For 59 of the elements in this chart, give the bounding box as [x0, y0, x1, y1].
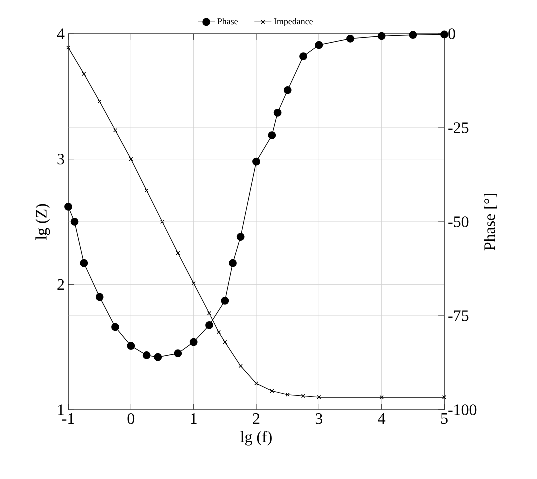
point: [221, 297, 230, 305]
y-tick-label: 4: [57, 28, 65, 40]
point: [268, 132, 276, 140]
y-axis-title: lg (Z): [36, 204, 50, 240]
y-tick-label: 2: [58, 279, 64, 290]
point: [317, 395, 322, 400]
point: [190, 338, 198, 346]
point: [96, 293, 104, 302]
x-tick-label: 2: [253, 414, 260, 424]
y2-tick-label: -75: [448, 310, 469, 322]
point: [238, 364, 243, 368]
point: [236, 233, 245, 241]
point: [112, 323, 120, 332]
point: [346, 34, 354, 43]
x-tick-label: -1: [62, 414, 74, 424]
point: [113, 128, 118, 133]
point: [144, 188, 149, 193]
point: [82, 72, 86, 76]
point: [301, 394, 306, 398]
x-tick-label: 0: [128, 414, 135, 424]
y2-axis-title: Phase [°]: [484, 194, 498, 251]
point: [206, 321, 214, 330]
legend-label: Phase: [218, 18, 238, 25]
point: [154, 353, 162, 362]
point: [300, 52, 308, 60]
point: [174, 350, 182, 358]
x-tick-label: 1: [191, 414, 197, 424]
x-axis-title: lg (f): [240, 431, 272, 446]
point: [380, 395, 384, 400]
y2-tick-label: -50: [448, 216, 469, 228]
legend-label: Impedance: [274, 18, 313, 26]
point: [270, 389, 274, 394]
point: [127, 342, 136, 350]
x-tick-label: 5: [441, 414, 448, 424]
point: [207, 311, 212, 316]
point: [284, 86, 292, 94]
y2-tick-label: -25: [448, 122, 469, 134]
y-tick-label: 3: [58, 154, 64, 165]
point: [229, 259, 237, 268]
x-tick-label: 4: [378, 414, 386, 424]
point: [160, 220, 165, 224]
point: [254, 382, 259, 386]
point: [223, 340, 228, 344]
point: [315, 41, 324, 50]
point: [142, 352, 151, 360]
point: [286, 392, 290, 397]
point: [98, 100, 102, 104]
point: [192, 281, 196, 286]
y2-tick-label: -100: [448, 404, 477, 416]
point: [216, 330, 221, 334]
point: [252, 158, 260, 166]
x-tick-label: 3: [316, 414, 323, 424]
y2-tick-label: 0: [448, 28, 456, 40]
point: [129, 157, 134, 162]
point: [274, 109, 282, 117]
point: [80, 259, 88, 268]
point: [176, 251, 180, 256]
point: [70, 218, 79, 226]
y-tick-label: 1: [58, 404, 64, 416]
